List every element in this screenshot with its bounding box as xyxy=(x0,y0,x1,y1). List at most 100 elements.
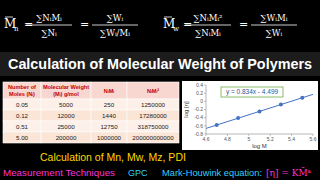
table-cell xyxy=(127,99,179,110)
denominator: ∑NᵢMᵢ xyxy=(195,28,221,38)
cell-text: 0.12 xyxy=(16,112,29,119)
header-cell xyxy=(127,82,179,99)
x-tick-label: 5.4 xyxy=(288,136,295,142)
cell-text: 5.00 xyxy=(16,134,29,141)
background xyxy=(0,0,320,180)
fraction-bar xyxy=(251,25,297,26)
cell-text: 0.05 xyxy=(16,101,29,108)
formula: Mw=∑NᵢMᵢ²∑NᵢMᵢ=∑WᵢMᵢ∑Wᵢ xyxy=(163,13,297,38)
plot-area xyxy=(206,94,313,128)
table: Number ofMoles (Nᵢ) Molecular Weight(Mᵢ) … xyxy=(3,82,179,143)
equals: = xyxy=(24,18,33,31)
header-text: Molecular Weight xyxy=(43,84,89,90)
gpc: GPC xyxy=(128,168,148,178)
cell-text: 0.51 xyxy=(16,123,29,130)
header-cell xyxy=(3,82,41,99)
table-cell xyxy=(3,132,41,143)
table-cell xyxy=(127,110,179,121)
x-tick-label: 5.6 xyxy=(310,136,317,142)
table-cell xyxy=(127,132,179,143)
table-cell xyxy=(91,99,127,110)
numerator: ∑NᵢMᵢ xyxy=(36,13,62,23)
numerator: ∑Wᵢ xyxy=(107,13,124,23)
y-tick xyxy=(204,125,206,126)
header-text: (Mᵢ) g/mol xyxy=(53,91,79,97)
table-cell xyxy=(41,99,91,110)
subtitle: Calculation of Mn, Mw, Mz, PDI xyxy=(40,151,186,163)
y-tick xyxy=(204,93,206,94)
cell-text: 25000 xyxy=(57,123,75,130)
header-text: NᵢMᵢ² xyxy=(147,88,159,94)
cell-text: 200000000000 xyxy=(132,134,174,141)
denominator: ∑Nᵢ xyxy=(41,28,57,38)
formula-subscript: w xyxy=(173,25,179,33)
y-tick xyxy=(204,134,206,135)
numerator: ∑NᵢMᵢ² xyxy=(193,13,222,23)
table-cell xyxy=(41,121,91,132)
table-cell xyxy=(41,110,91,121)
cell-text: 1250000 xyxy=(141,101,166,108)
cell-text: 12750 xyxy=(100,123,118,130)
annotation-box xyxy=(221,87,283,97)
fraction-bar xyxy=(185,25,231,26)
table-cell xyxy=(3,121,41,132)
x-tick-label: 5 xyxy=(247,136,250,142)
header-cell xyxy=(41,82,91,99)
y-tick-label: -0.2 xyxy=(194,106,203,112)
equals: = xyxy=(239,18,248,31)
y-tick-label: -0.6 xyxy=(194,123,203,129)
table-cell xyxy=(3,110,41,121)
y-tick-label: -0.4 xyxy=(194,114,203,120)
x-axis-label: log M xyxy=(252,143,267,149)
table-cell xyxy=(3,99,41,110)
y-axis-label: log [η] xyxy=(183,101,189,118)
header-text: Moles (Nᵢ) xyxy=(9,91,35,97)
y-tick xyxy=(204,109,206,110)
x-axis xyxy=(206,134,313,135)
fraction-bar xyxy=(26,25,72,26)
cell-text: 250 xyxy=(104,101,115,108)
table-cell xyxy=(41,132,91,143)
x-tick-label: 4.8 xyxy=(224,136,231,142)
denominator: ∑Wᵢ xyxy=(266,28,283,38)
denominator: ∑Wᵢ/Mᵢ xyxy=(100,28,130,38)
cell-text: 200000 xyxy=(56,134,77,141)
title-band xyxy=(0,52,320,76)
y-tick-label: 0 xyxy=(200,98,203,104)
measurement: Measurement Techniques xyxy=(3,168,116,178)
y-tick xyxy=(204,85,206,86)
table-cell xyxy=(127,121,179,132)
x-tick-label: 5.2 xyxy=(267,136,274,142)
mh-equation: [η] = KM̄ᵃ xyxy=(266,167,312,178)
numerator: ∑WᵢMᵢ xyxy=(261,13,288,23)
header-text: NᵢMᵢ xyxy=(104,88,114,94)
y-tick-label: 0.2 xyxy=(196,90,203,96)
header-cell xyxy=(91,82,127,99)
table-cell xyxy=(91,110,127,121)
cell-text: 1440 xyxy=(102,112,116,119)
y-tick xyxy=(204,101,206,102)
page: Mn=∑NᵢMᵢ∑Nᵢ=∑Wᵢ∑Wᵢ/MᵢMw=∑NᵢMᵢ²∑NᵢMᵢ=∑WᵢM… xyxy=(0,0,320,180)
y-tick-label: -0.8 xyxy=(194,131,203,137)
overbar xyxy=(164,17,172,18)
x-tick-label: 4.6 xyxy=(203,136,210,142)
mark-houwink: Mark-Houwink equation: xyxy=(162,168,262,178)
formula: Mn=∑NᵢMᵢ∑Nᵢ=∑Wᵢ∑Wᵢ/Mᵢ xyxy=(4,13,138,38)
chart-background xyxy=(182,81,318,150)
cell-text: 5000 xyxy=(59,101,73,108)
table-cell xyxy=(91,121,127,132)
header-text: Number of xyxy=(8,84,36,90)
chart: 4.6 4.8 5 5.2 5.4 5.6 -0.8 -0.6 -0.4 -0.2 0 0.2 0.4 l… xyxy=(182,81,318,150)
cell-text: 12000 xyxy=(57,112,75,119)
equals: = xyxy=(183,18,192,31)
equals: = xyxy=(80,18,89,31)
title: Calculation of Molecular Weight of Polym… xyxy=(8,56,312,72)
y-tick xyxy=(204,117,206,118)
cell-text: 17280000 xyxy=(139,112,167,119)
table-cell xyxy=(91,132,127,143)
annotation: y = 0.834x - 4.499 xyxy=(226,88,279,96)
y-tick-label: 0.4 xyxy=(196,82,203,88)
trend-line xyxy=(206,94,313,128)
cell-text: 318750000 xyxy=(138,123,170,130)
cell-text: 1000000 xyxy=(97,134,122,141)
